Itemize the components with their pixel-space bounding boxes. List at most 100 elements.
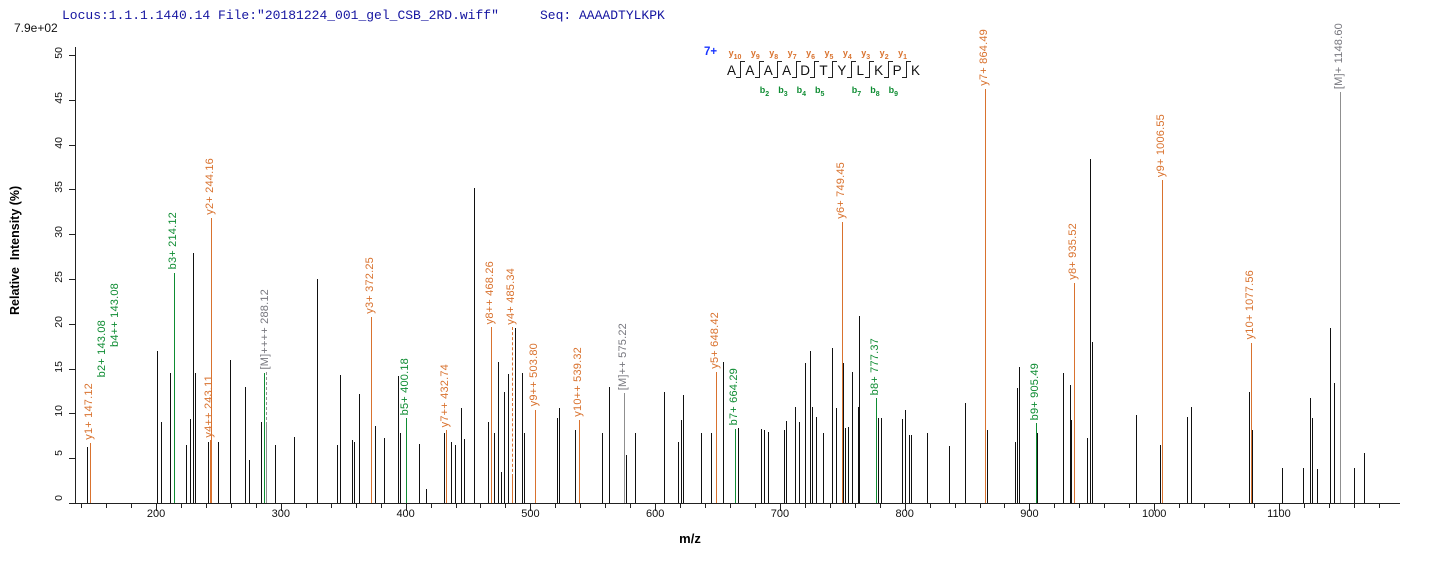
y-axis-tick-label: 35	[53, 181, 65, 194]
peak	[822, 433, 824, 503]
peak	[208, 442, 210, 503]
peak-b-ion	[263, 373, 265, 503]
y-axis-tick-label: 25	[53, 271, 65, 283]
y-axis-tick	[69, 55, 75, 56]
y-axis-tick	[69, 458, 75, 460]
ladder-residue: A	[782, 63, 792, 78]
peak-label: y4+ 485.34	[505, 267, 518, 325]
peak	[809, 350, 811, 503]
y-axis-tick	[69, 234, 75, 236]
x-axis-tick	[754, 504, 756, 508]
peak-b-ion	[173, 272, 175, 503]
x-axis-tick	[1054, 504, 1056, 508]
peak	[908, 434, 910, 503]
y-axis-tick-label: 50	[53, 47, 65, 59]
peak	[1160, 444, 1162, 503]
x-axis-tick	[280, 504, 282, 511]
ladder-residue: Y	[837, 63, 847, 78]
cleavage-mark	[754, 61, 765, 78]
peak	[1014, 442, 1016, 503]
peak	[351, 440, 353, 503]
peak	[500, 471, 502, 503]
peak	[1303, 468, 1305, 503]
peak-y-ion	[90, 442, 92, 503]
peak-label: y10++ 539.32	[572, 347, 585, 417]
peak-label-leader	[266, 372, 268, 426]
x-axis-tick	[505, 504, 507, 508]
x-axis-tick	[705, 504, 707, 508]
x-axis-tick-label: 600	[645, 508, 665, 520]
x-axis-tick-label: 400	[396, 508, 415, 520]
x-axis-tick	[804, 504, 806, 508]
cleavage-mark	[828, 61, 838, 78]
x-axis-tick	[480, 504, 482, 508]
x-axis-tick	[380, 504, 382, 508]
peak	[701, 433, 703, 503]
x-axis-line	[75, 503, 1400, 504]
y-axis-tick-label: 15	[53, 360, 65, 373]
peak-label: y5+ 648.42	[708, 312, 721, 370]
x-axis-tick	[230, 504, 232, 508]
x-axis-tick	[1154, 504, 1156, 511]
x-axis-tick	[530, 504, 532, 511]
peak	[1069, 384, 1071, 503]
peak	[609, 387, 611, 503]
peak-label: b8+ 777.37	[869, 337, 882, 396]
x-axis-tick-label: 300	[271, 508, 291, 520]
peak	[473, 187, 475, 503]
peak	[1191, 407, 1193, 503]
x-axis-tick-label: 900	[1020, 508, 1039, 520]
peak	[1016, 388, 1018, 503]
peak	[815, 416, 817, 503]
ladder-y-ion-label: y6	[806, 48, 815, 61]
x-axis-tick-label: 1000	[1141, 508, 1167, 520]
ladder-b-ion-label: b3	[778, 85, 788, 98]
peak	[170, 373, 172, 503]
peak	[1018, 366, 1020, 503]
x-axis-tick	[580, 504, 582, 508]
peak	[783, 430, 785, 503]
cleavage-mark	[736, 61, 746, 78]
peak	[1364, 452, 1366, 503]
y-axis-tick	[69, 368, 75, 370]
x-axis-tick-label: 500	[521, 508, 540, 520]
peak-label-leader	[512, 327, 514, 478]
peak	[847, 426, 849, 503]
x-axis-title: m/z	[679, 531, 701, 546]
x-axis-tick	[555, 504, 557, 508]
peak	[626, 454, 628, 503]
peak	[811, 407, 813, 503]
peak-label: y8++ 468.26	[483, 261, 496, 325]
peak	[524, 433, 526, 503]
peak	[190, 418, 192, 503]
peak-label: y8+ 935.52	[1066, 222, 1079, 280]
x-axis-tick	[1229, 504, 1231, 508]
peak	[831, 348, 833, 503]
peak	[460, 408, 462, 503]
x-axis-tick-label: 800	[895, 508, 914, 520]
x-axis-tick	[1303, 504, 1305, 508]
y-axis-tick	[69, 503, 75, 504]
y-axis-tick	[69, 323, 75, 325]
peak	[293, 436, 295, 503]
peak	[794, 407, 796, 503]
peak	[785, 420, 787, 503]
peak-precursor	[266, 425, 268, 503]
peak	[450, 442, 452, 503]
peak-label: y3+ 372.25	[364, 256, 376, 314]
x-axis-tick	[1129, 504, 1131, 508]
x-axis-tick	[1004, 504, 1006, 508]
ladder-b-ion-label: b7	[851, 85, 862, 98]
header-sequence: Seq: AAAADTYLKPK	[540, 8, 665, 23]
peak	[857, 407, 859, 503]
peak	[557, 417, 559, 503]
x-axis-tick-label: 700	[770, 508, 790, 520]
peak-label: b2+ 143.08	[96, 319, 109, 378]
x-axis-tick	[405, 504, 407, 511]
peak-precursor	[624, 392, 626, 503]
x-axis-tick	[355, 504, 357, 508]
x-axis-tick	[929, 504, 931, 508]
ladder-residue: D	[800, 63, 810, 78]
peak	[443, 433, 445, 503]
peak-label: b5+ 400.18	[398, 357, 411, 415]
